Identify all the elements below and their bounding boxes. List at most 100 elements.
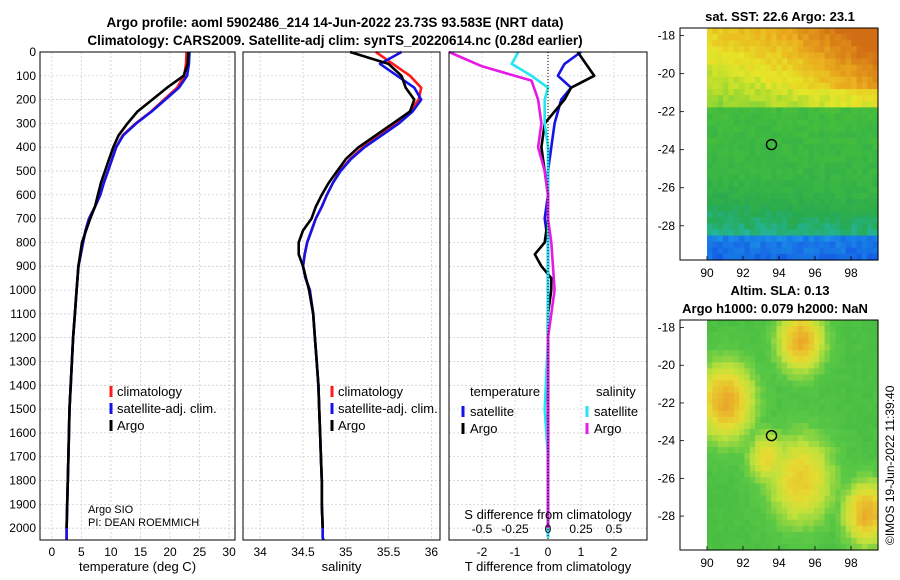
sst-map-cell (760, 217, 767, 224)
sst-map-cell (760, 192, 767, 200)
sst-map-cell (707, 46, 713, 53)
sst-map-cell (813, 34, 820, 41)
sst-map-cell (717, 247, 724, 255)
sla-map-cell (813, 501, 820, 509)
sst-map-cell (744, 28, 751, 35)
sst-map-cell (835, 28, 842, 35)
sla-map-cell (776, 350, 783, 357)
sla-map-cell (872, 392, 879, 400)
sst-map-cell (728, 156, 735, 163)
sla-map-cell (851, 459, 858, 466)
sst-map-cell (803, 162, 810, 169)
sla-map-cell (712, 332, 719, 339)
sla-map-cell (797, 477, 804, 485)
sst-map-cell (765, 198, 772, 206)
sst-map-cell (819, 205, 826, 212)
sst-map-cell (862, 247, 868, 255)
sla-map-cell (760, 447, 767, 454)
sla-map-cell (813, 410, 820, 418)
sla-map-cell (840, 398, 847, 406)
sla-map-cell (739, 489, 745, 497)
sst-map-cell (723, 235, 729, 243)
sst-map-cell (845, 119, 852, 127)
sst-map-cell (824, 101, 831, 108)
sla-map-cell (824, 465, 831, 472)
sst-map-cell (845, 101, 852, 108)
sst-map-cell (723, 101, 729, 108)
sst-map-cell (733, 40, 740, 47)
sst-map-cell (787, 131, 794, 139)
sla-map-cell (723, 495, 729, 503)
sla-map-cell (723, 507, 729, 515)
sla-map-cell (712, 537, 719, 545)
sla-map-cell (819, 441, 826, 448)
sst-map-cell (712, 113, 719, 121)
sst-map-cell (808, 205, 815, 212)
sla-map-cell (803, 531, 810, 539)
sst-map-cell (835, 70, 842, 78)
sla-map-cell (835, 453, 842, 460)
sst-map-cell (739, 211, 745, 218)
sst-map-cell (781, 107, 788, 115)
sst-map-cell (755, 180, 761, 188)
sla-map-cell (845, 428, 852, 436)
sst-map-cell (707, 186, 713, 194)
sst-map-cell (856, 241, 863, 249)
sst-map-cell (840, 223, 847, 231)
sla-map-cell (744, 386, 751, 394)
sst-map-cell (851, 125, 858, 133)
sst-map-cell (749, 58, 756, 66)
sst-map-cell (781, 217, 788, 224)
pressure-tick-label: 1400 (9, 378, 36, 392)
sla-map-cell (728, 543, 735, 551)
sst-map-cell (717, 241, 724, 249)
sst-map-cell (739, 125, 745, 133)
sst-map-cell (851, 156, 858, 163)
sst-map-cell (813, 192, 820, 200)
sst-map-cell (771, 192, 777, 200)
sst-map-cell (765, 34, 772, 41)
sla-map-cell (712, 416, 719, 424)
sla-map-cell (739, 326, 745, 333)
sla-map-cell (813, 326, 820, 333)
sla-map-cell (824, 344, 831, 351)
sst-map-cell (808, 180, 815, 188)
sla-map-cell (739, 332, 745, 339)
sst-map-cell (787, 40, 794, 47)
sla-map-cell (728, 344, 735, 351)
sla-map-cell (787, 435, 794, 442)
sst-map-cell (765, 174, 772, 182)
sla-map-cell (862, 350, 868, 357)
sst-map-cell (771, 186, 777, 194)
sst-map-cell (803, 235, 810, 243)
sst-map-cell (760, 211, 767, 218)
sst-map-cell (840, 34, 847, 41)
sla-map-cell (749, 519, 756, 527)
sst-map-cell (739, 101, 745, 108)
sst-map-cell (792, 119, 799, 127)
sst-map-cell (862, 211, 868, 218)
sst-map-cell (835, 180, 842, 188)
sla-map-cell (797, 344, 804, 351)
sla-map-cell (781, 392, 788, 400)
sla-map-cell (824, 398, 831, 406)
sst-map-cell (733, 186, 740, 194)
sst-map-cell (717, 64, 724, 72)
sla-map-cell (856, 362, 863, 370)
sla-map-cell (755, 398, 761, 406)
sst-map-cell (829, 186, 836, 194)
sst-map-cell (755, 174, 761, 182)
sst-map-cell (819, 52, 826, 60)
sla-map-cell (803, 392, 810, 400)
sla-map-cell (765, 320, 772, 327)
sst-map-cell (744, 34, 751, 41)
sst-map-cell (760, 28, 767, 35)
sst-map-cell (840, 229, 847, 237)
sla-map-cell (749, 507, 756, 515)
sst-map-cell (723, 34, 729, 41)
sst-map-cell (739, 253, 745, 261)
sla-map-cell (845, 374, 852, 382)
sla-map-cell (845, 525, 852, 533)
sla-map-cell (728, 489, 735, 497)
sst-lon-tick-label: 92 (736, 266, 750, 280)
